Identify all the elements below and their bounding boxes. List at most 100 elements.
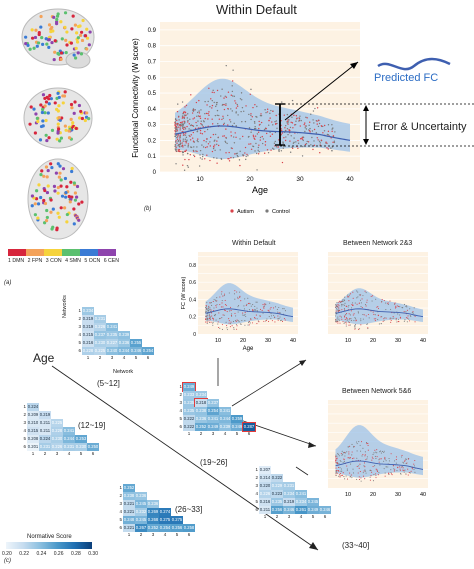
data-point xyxy=(270,109,272,112)
data-point xyxy=(298,120,300,122)
data-point xyxy=(217,326,220,329)
data-point xyxy=(186,164,189,167)
data-point xyxy=(349,314,351,316)
brain-node xyxy=(81,18,85,23)
matrix-cell: 0.237 xyxy=(94,331,106,339)
data-point xyxy=(242,312,244,314)
matrix-cell: 0.241 xyxy=(106,323,118,331)
matrix-cell: 0.234 xyxy=(195,391,207,399)
data-point xyxy=(225,304,227,306)
brain-node xyxy=(56,162,60,166)
data-point xyxy=(184,126,186,129)
data-point xyxy=(229,323,232,325)
data-point xyxy=(177,145,179,147)
brain-node xyxy=(56,211,60,215)
data-point xyxy=(212,89,214,92)
matrix-row: 3 0.210 0.211 0.225 xyxy=(20,419,99,427)
data-point xyxy=(358,294,360,296)
data-point xyxy=(206,321,208,323)
data-point xyxy=(318,140,321,143)
data-point xyxy=(335,457,337,460)
brain-node xyxy=(80,38,85,43)
panel-label-c: (c) xyxy=(4,558,11,564)
matrix-col-label: 5 xyxy=(235,431,239,436)
data-point xyxy=(316,137,319,139)
data-point xyxy=(201,123,203,126)
data-point xyxy=(295,115,298,117)
data-point xyxy=(264,303,266,305)
data-point xyxy=(305,125,308,127)
data-point xyxy=(206,318,208,320)
data-point xyxy=(267,320,270,323)
matrix-cell: 0.249 xyxy=(182,382,196,392)
data-point xyxy=(270,318,272,320)
data-point xyxy=(366,458,368,460)
matrix-cell: 0.235 xyxy=(183,399,195,407)
data-point xyxy=(187,146,189,148)
data-point xyxy=(234,312,236,314)
data-point xyxy=(220,293,223,295)
data-point xyxy=(380,323,382,325)
data-point xyxy=(263,305,265,307)
data-point xyxy=(204,146,207,149)
brain-node xyxy=(40,110,44,115)
main-xlabel: Age xyxy=(252,185,268,195)
brain-node xyxy=(85,47,89,51)
data-point xyxy=(215,319,217,321)
data-point xyxy=(194,127,197,130)
brain-node xyxy=(46,111,50,115)
data-point xyxy=(366,301,368,303)
data-point xyxy=(349,324,351,326)
data-point xyxy=(209,315,211,317)
brain-node xyxy=(46,184,50,188)
data-point xyxy=(343,476,345,478)
data-point xyxy=(317,139,319,141)
small-chart-2-title: Between Network 2&3 xyxy=(343,240,413,247)
data-point xyxy=(227,124,229,126)
matrix-cell: 0.231 xyxy=(63,443,75,451)
data-point xyxy=(291,116,293,118)
matrix-row: 2 0.209 0.219 xyxy=(20,411,99,419)
matrix-row-label: 5 xyxy=(255,499,258,504)
data-point xyxy=(182,164,184,166)
brain-node xyxy=(77,103,81,108)
link-arrowhead-4 xyxy=(308,442,316,448)
data-point xyxy=(224,309,226,311)
brain-node xyxy=(43,201,48,206)
matrix-cell: 0.236 xyxy=(195,415,207,423)
data-point xyxy=(361,298,363,300)
data-point xyxy=(277,319,279,321)
data-point xyxy=(258,120,260,123)
data-point xyxy=(204,112,206,115)
link-arrow-3 xyxy=(295,466,309,476)
data-point xyxy=(244,146,247,149)
data-point xyxy=(233,293,236,295)
data-point xyxy=(339,322,341,324)
data-point xyxy=(258,151,260,153)
data-point xyxy=(250,143,252,145)
data-point xyxy=(184,140,186,143)
brain-node xyxy=(49,210,53,214)
brain-node xyxy=(87,117,91,121)
age-arrow xyxy=(51,365,319,551)
age-arrowhead xyxy=(309,542,318,550)
brain-node xyxy=(35,116,39,120)
data-point xyxy=(397,466,399,468)
data-point xyxy=(206,302,208,304)
legend-autism-marker xyxy=(230,209,234,213)
small-chart-3-title: Between Network 5&6 xyxy=(342,388,412,395)
matrix-cell: 0.233 xyxy=(183,391,195,399)
matrix-range-12-19: (12~19] xyxy=(78,421,106,430)
data-point xyxy=(404,459,406,461)
matrix-cell: 0.241 xyxy=(207,415,219,423)
data-point xyxy=(183,114,186,116)
brain-node xyxy=(30,36,35,40)
data-point xyxy=(364,454,366,456)
data-point xyxy=(297,139,299,142)
data-point xyxy=(223,314,225,316)
matrix-col-label: 2 xyxy=(199,431,203,436)
data-point xyxy=(210,312,213,314)
matrix-col-label: 4 xyxy=(163,532,167,537)
data-point xyxy=(372,457,374,459)
